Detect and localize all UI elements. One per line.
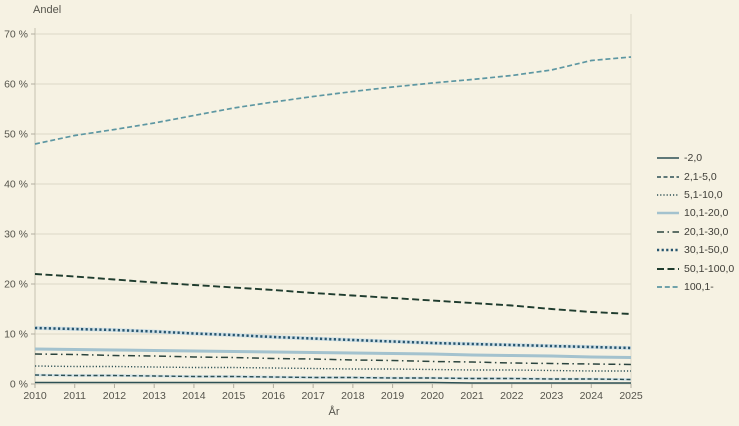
y-tick-label: 20 %: [4, 279, 28, 291]
x-tick-label: 2020: [421, 390, 445, 402]
legend-line-swatch: [657, 212, 679, 215]
x-tick-label: 2011: [63, 390, 86, 402]
legend-item-2-0[interactable]: -2,0: [656, 149, 734, 167]
y-axis-title: Andel: [33, 4, 62, 16]
series-line-2-0: [35, 381, 631, 384]
legend-item-2-1-5-0[interactable]: 2,1-5,0: [656, 167, 734, 185]
x-tick-label: 2022: [500, 390, 524, 402]
y-tick-label: 0 %: [10, 379, 28, 391]
legend-item-30-1-50-0[interactable]: 30,1-50,0: [656, 241, 734, 259]
x-tick-label: 2021: [460, 390, 484, 402]
legend-item-label: 50,1-100,0: [684, 262, 735, 275]
y-tick-label: 10 %: [4, 329, 28, 341]
chart-legend: -2,0 2,1-5,0 5,1-10,0 10,1-20,0 20,1-30,0 30,…: [656, 149, 734, 296]
x-tick-label: 2017: [301, 390, 325, 402]
x-tick-label: 2016: [262, 390, 286, 402]
series-line-5-1-10-0: [34, 365, 631, 372]
legend-line-swatch: [657, 194, 679, 196]
series-line-10-1-20-0: [34, 347, 632, 359]
x-tick-label: 2012: [103, 390, 127, 402]
legend-item-label: -2,0: [684, 152, 703, 165]
legend-item-20-1-30-0[interactable]: 20,1-30,0: [656, 223, 734, 241]
x-tick-label: 2019: [381, 390, 405, 402]
y-tick-label: 60 %: [4, 79, 28, 91]
x-tick-label: 2023: [540, 390, 564, 402]
series-line-2-1-5-0: [34, 374, 632, 381]
legend-item-label: 30,1-50,0: [684, 244, 729, 257]
x-tick-label: 2018: [341, 390, 365, 402]
legend-line-swatch: [657, 157, 679, 159]
y-tick-label: 30 %: [4, 229, 28, 241]
legend-item-label: 2,1-5,0: [684, 170, 717, 183]
legend-item-label: 100,1-: [684, 280, 714, 293]
series-line-100-1: [34, 56, 632, 145]
x-tick-label: 2025: [619, 390, 643, 402]
series-line-50-1-100-0: [34, 273, 632, 315]
x-tick-label: 2010: [23, 390, 47, 402]
legend-line-swatch: [657, 286, 679, 288]
series-line-30-1-50-0: [34, 326, 632, 350]
legend-item-5-1-10-0[interactable]: 5,1-10,0: [656, 186, 734, 204]
legend-line-swatch: [657, 175, 679, 178]
legend-item-10-1-20-0[interactable]: 10,1-20,0: [656, 204, 734, 222]
y-tick-label: 70 %: [4, 29, 28, 41]
legend-item-label: 20,1-30,0: [684, 225, 729, 238]
y-tick-label: 50 %: [4, 129, 28, 141]
x-tick-label: 2013: [143, 390, 167, 402]
legend-item-50-1-100-0[interactable]: 50,1-100,0: [656, 259, 734, 277]
legend-line-swatch: [657, 231, 679, 233]
series-halo-2-1-5-0: [34, 373, 632, 381]
legend-item-label: 10,1-20,0: [684, 207, 729, 220]
x-axis-title: År: [328, 406, 340, 418]
legend-line-swatch: [657, 248, 679, 252]
x-tick-label: 2024: [580, 390, 604, 402]
legend-item-label: 5,1-10,0: [684, 188, 723, 201]
legend-line-swatch: [657, 267, 679, 270]
x-tick-label: 2015: [222, 390, 246, 402]
y-tick-label: 40 %: [4, 179, 28, 191]
x-tick-label: 2014: [182, 390, 206, 402]
legend-item-100-1[interactable]: 100,1-: [656, 278, 734, 296]
series-line-20-1-30-0: [34, 353, 632, 366]
